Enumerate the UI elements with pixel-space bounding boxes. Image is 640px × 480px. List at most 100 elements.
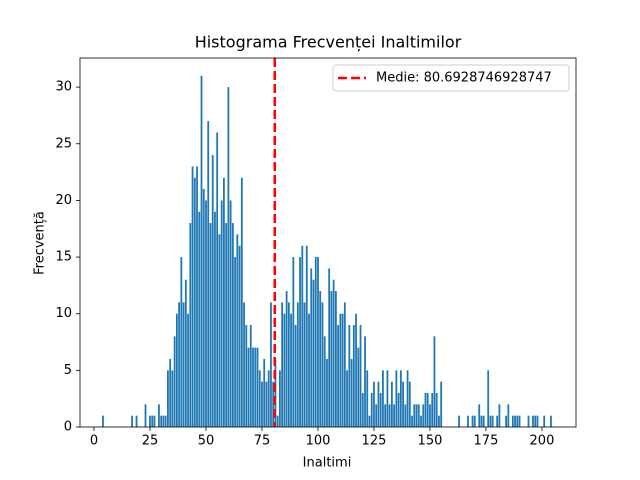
bar (167, 370, 169, 427)
bar (516, 415, 519, 427)
bar (404, 404, 407, 427)
bar (366, 370, 369, 427)
bar (245, 325, 248, 427)
x-tick-label: 50 (198, 434, 215, 449)
bar (361, 393, 364, 427)
bar (482, 415, 485, 427)
bar (402, 381, 404, 427)
bar (308, 313, 310, 427)
y-tick-label: 25 (55, 136, 72, 151)
bar (480, 415, 483, 427)
bar (267, 370, 270, 427)
bar (422, 404, 425, 427)
bar (435, 393, 438, 427)
bar (326, 359, 328, 427)
bar (296, 302, 299, 427)
bar (440, 381, 443, 427)
bar (505, 415, 508, 427)
bar (359, 325, 362, 427)
bar (406, 370, 409, 427)
bar (328, 268, 331, 427)
bar (265, 381, 268, 427)
bar (209, 223, 212, 427)
bar (256, 347, 259, 427)
y-tick-label: 5 (64, 363, 72, 378)
bar (550, 415, 552, 427)
bar (368, 415, 371, 427)
bar (489, 415, 492, 427)
bar (431, 393, 434, 427)
bar (346, 370, 348, 427)
bar (198, 211, 201, 427)
bar (330, 291, 333, 427)
bar (310, 268, 313, 427)
bar (144, 404, 147, 427)
bar (303, 302, 306, 427)
legend-label: Medie: 80.6928746928747 (376, 71, 552, 86)
bar (158, 404, 160, 427)
bar (395, 370, 398, 427)
bar (518, 415, 521, 427)
x-axis-label: Inaltimi (303, 456, 352, 471)
bar (478, 404, 481, 427)
bar (408, 381, 411, 427)
bar (200, 75, 203, 427)
bar (225, 223, 228, 427)
bar (382, 370, 384, 427)
bar (343, 302, 346, 427)
bar (299, 257, 301, 427)
bar (283, 313, 286, 427)
bar (323, 336, 326, 427)
bar (263, 359, 266, 427)
bar (393, 404, 396, 427)
bar (238, 245, 241, 427)
bar (487, 370, 490, 427)
bar (438, 415, 440, 427)
bar (473, 415, 476, 427)
bar (370, 393, 373, 427)
bar (498, 404, 501, 427)
bar (317, 257, 319, 427)
bar (319, 291, 322, 427)
bar (223, 177, 225, 427)
x-tick-label: 100 (306, 434, 331, 449)
bar (164, 415, 167, 427)
bar (240, 177, 243, 427)
bar (270, 302, 272, 427)
bar (458, 415, 460, 427)
bar (231, 223, 234, 427)
bar (352, 325, 355, 427)
bar (386, 370, 389, 427)
bar (415, 404, 418, 427)
bar (334, 291, 337, 427)
bar (341, 313, 344, 427)
bar (272, 381, 275, 427)
bar (252, 347, 254, 427)
bar (471, 415, 474, 427)
bar (292, 257, 295, 427)
bar (305, 245, 308, 427)
bar (162, 415, 165, 427)
bar (332, 279, 335, 427)
bar (178, 302, 181, 427)
x-tick-label: 150 (418, 434, 443, 449)
legend-box (332, 64, 570, 92)
bar (218, 234, 221, 427)
bar (290, 313, 292, 427)
x-tick-label: 75 (254, 434, 271, 449)
chart-title: Histograma Frecvenței Inaltimilor (195, 33, 462, 52)
bar (205, 200, 207, 427)
bar (424, 393, 427, 427)
bar (339, 313, 342, 427)
bar (189, 223, 192, 427)
bar (429, 404, 431, 427)
bar (216, 132, 219, 427)
bar (491, 415, 494, 427)
bar (102, 415, 104, 427)
x-tick-label: 25 (142, 434, 159, 449)
y-tick-label: 15 (55, 250, 72, 265)
bar (254, 347, 257, 427)
bar (182, 302, 185, 427)
bar (234, 257, 237, 427)
